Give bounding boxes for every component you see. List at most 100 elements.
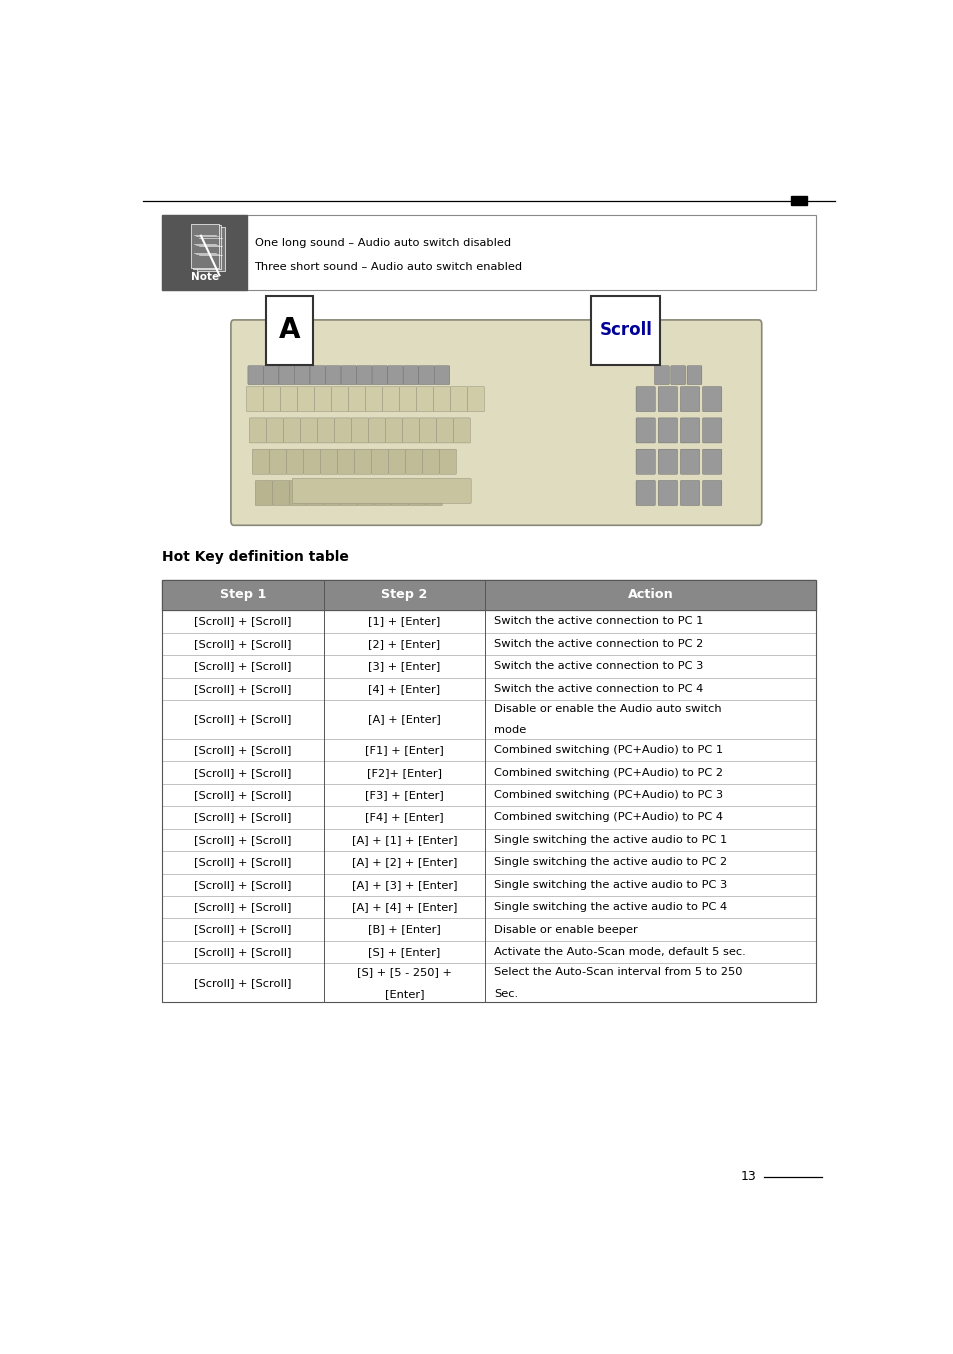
Text: Disable or enable beeper: Disable or enable beeper — [494, 925, 637, 934]
FancyBboxPatch shape — [265, 297, 313, 364]
Text: [2] + [Enter]: [2] + [Enter] — [368, 639, 440, 649]
FancyBboxPatch shape — [266, 418, 283, 443]
Bar — [162, 761, 815, 784]
Text: mode: mode — [494, 726, 525, 735]
Text: [Scroll] + [Scroll]: [Scroll] + [Scroll] — [194, 857, 292, 868]
Bar — [162, 873, 815, 896]
FancyBboxPatch shape — [679, 418, 699, 443]
Text: Hot Key definition table: Hot Key definition table — [162, 550, 349, 563]
FancyBboxPatch shape — [670, 366, 685, 385]
FancyBboxPatch shape — [422, 450, 439, 474]
FancyBboxPatch shape — [467, 387, 484, 412]
FancyBboxPatch shape — [418, 366, 434, 385]
Text: Single switching the active audio to PC 1: Single switching the active audio to PC … — [494, 835, 726, 845]
FancyBboxPatch shape — [658, 387, 677, 412]
Bar — [162, 611, 815, 632]
Text: [B] + [Enter]: [B] + [Enter] — [368, 925, 440, 934]
Text: A: A — [278, 317, 300, 344]
Text: [Scroll] + [Scroll]: [Scroll] + [Scroll] — [194, 925, 292, 934]
Bar — [162, 963, 815, 1002]
Text: Single switching the active audio to PC 4: Single switching the active audio to PC … — [494, 902, 726, 913]
FancyBboxPatch shape — [314, 387, 331, 412]
FancyBboxPatch shape — [658, 481, 677, 505]
FancyBboxPatch shape — [686, 366, 701, 385]
FancyBboxPatch shape — [636, 450, 655, 474]
Text: Single switching the active audio to PC 3: Single switching the active audio to PC … — [494, 880, 726, 890]
FancyBboxPatch shape — [590, 297, 659, 364]
Text: [Scroll] + [Scroll]: [Scroll] + [Scroll] — [194, 639, 292, 649]
Bar — [162, 918, 815, 941]
Text: [A] + [3] + [Enter]: [A] + [3] + [Enter] — [351, 880, 456, 890]
FancyBboxPatch shape — [405, 450, 422, 474]
FancyBboxPatch shape — [286, 450, 303, 474]
FancyBboxPatch shape — [231, 320, 760, 525]
FancyBboxPatch shape — [388, 450, 405, 474]
Text: [A] + [4] + [Enter]: [A] + [4] + [Enter] — [352, 902, 456, 913]
Text: Combined switching (PC+Audio) to PC 3: Combined switching (PC+Audio) to PC 3 — [494, 791, 722, 800]
Text: Combined switching (PC+Audio) to PC 2: Combined switching (PC+Audio) to PC 2 — [494, 768, 722, 777]
FancyBboxPatch shape — [372, 366, 387, 385]
Bar — [193, 225, 221, 269]
FancyBboxPatch shape — [654, 366, 669, 385]
Bar — [191, 225, 218, 268]
FancyBboxPatch shape — [294, 366, 310, 385]
FancyBboxPatch shape — [278, 366, 294, 385]
FancyBboxPatch shape — [636, 387, 655, 412]
Text: [Scroll] + [Scroll]: [Scroll] + [Scroll] — [194, 768, 292, 777]
Text: Step 1: Step 1 — [219, 589, 266, 601]
FancyBboxPatch shape — [340, 481, 357, 505]
Text: Sec.: Sec. — [494, 988, 517, 999]
Text: Note: Note — [191, 272, 218, 282]
FancyBboxPatch shape — [348, 387, 365, 412]
Text: [Scroll] + [Scroll]: [Scroll] + [Scroll] — [194, 684, 292, 693]
FancyBboxPatch shape — [248, 366, 263, 385]
Bar — [162, 580, 815, 1002]
FancyBboxPatch shape — [371, 450, 388, 474]
Text: [Enter]: [Enter] — [384, 988, 423, 999]
FancyBboxPatch shape — [365, 387, 382, 412]
FancyBboxPatch shape — [351, 418, 368, 443]
FancyBboxPatch shape — [385, 418, 402, 443]
FancyBboxPatch shape — [382, 387, 399, 412]
FancyBboxPatch shape — [249, 418, 266, 443]
FancyBboxPatch shape — [368, 418, 385, 443]
Bar — [162, 632, 815, 655]
FancyBboxPatch shape — [408, 481, 425, 505]
FancyBboxPatch shape — [374, 481, 391, 505]
FancyBboxPatch shape — [269, 450, 286, 474]
Text: [1] + [Enter]: [1] + [Enter] — [368, 616, 440, 627]
FancyBboxPatch shape — [391, 481, 408, 505]
Bar — [162, 215, 247, 290]
FancyBboxPatch shape — [439, 450, 456, 474]
Text: Select the Auto-Scan interval from 5 to 250: Select the Auto-Scan interval from 5 to … — [494, 967, 741, 976]
FancyBboxPatch shape — [403, 366, 418, 385]
Text: Switch the active connection to PC 3: Switch the active connection to PC 3 — [494, 661, 702, 672]
Bar — [162, 806, 815, 829]
FancyBboxPatch shape — [246, 387, 263, 412]
Bar — [162, 215, 815, 290]
FancyBboxPatch shape — [701, 450, 721, 474]
Text: Combined switching (PC+Audio) to PC 4: Combined switching (PC+Audio) to PC 4 — [494, 812, 722, 822]
Bar — [162, 677, 815, 700]
Text: 13: 13 — [740, 1170, 756, 1183]
Text: [F3] + [Enter]: [F3] + [Enter] — [365, 791, 443, 800]
Text: Scroll: Scroll — [598, 321, 652, 340]
FancyBboxPatch shape — [306, 481, 323, 505]
Text: Step 2: Step 2 — [380, 589, 427, 601]
Text: [F4] + [Enter]: [F4] + [Enter] — [365, 812, 443, 822]
FancyBboxPatch shape — [292, 478, 471, 504]
Text: [4] + [Enter]: [4] + [Enter] — [368, 684, 440, 693]
FancyBboxPatch shape — [701, 418, 721, 443]
Text: Switch the active connection to PC 1: Switch the active connection to PC 1 — [494, 616, 702, 627]
Text: [F1] + [Enter]: [F1] + [Enter] — [365, 745, 443, 756]
Text: [Scroll] + [Scroll]: [Scroll] + [Scroll] — [194, 812, 292, 822]
FancyBboxPatch shape — [255, 481, 272, 505]
FancyBboxPatch shape — [280, 387, 297, 412]
Text: Combined switching (PC+Audio) to PC 1: Combined switching (PC+Audio) to PC 1 — [494, 745, 722, 756]
Text: [A] + [1] + [Enter]: [A] + [1] + [Enter] — [351, 835, 456, 845]
FancyBboxPatch shape — [317, 418, 335, 443]
Bar — [162, 739, 815, 761]
FancyBboxPatch shape — [419, 418, 436, 443]
Text: [Scroll] + [Scroll]: [Scroll] + [Scroll] — [194, 902, 292, 913]
Text: Action: Action — [627, 589, 673, 601]
